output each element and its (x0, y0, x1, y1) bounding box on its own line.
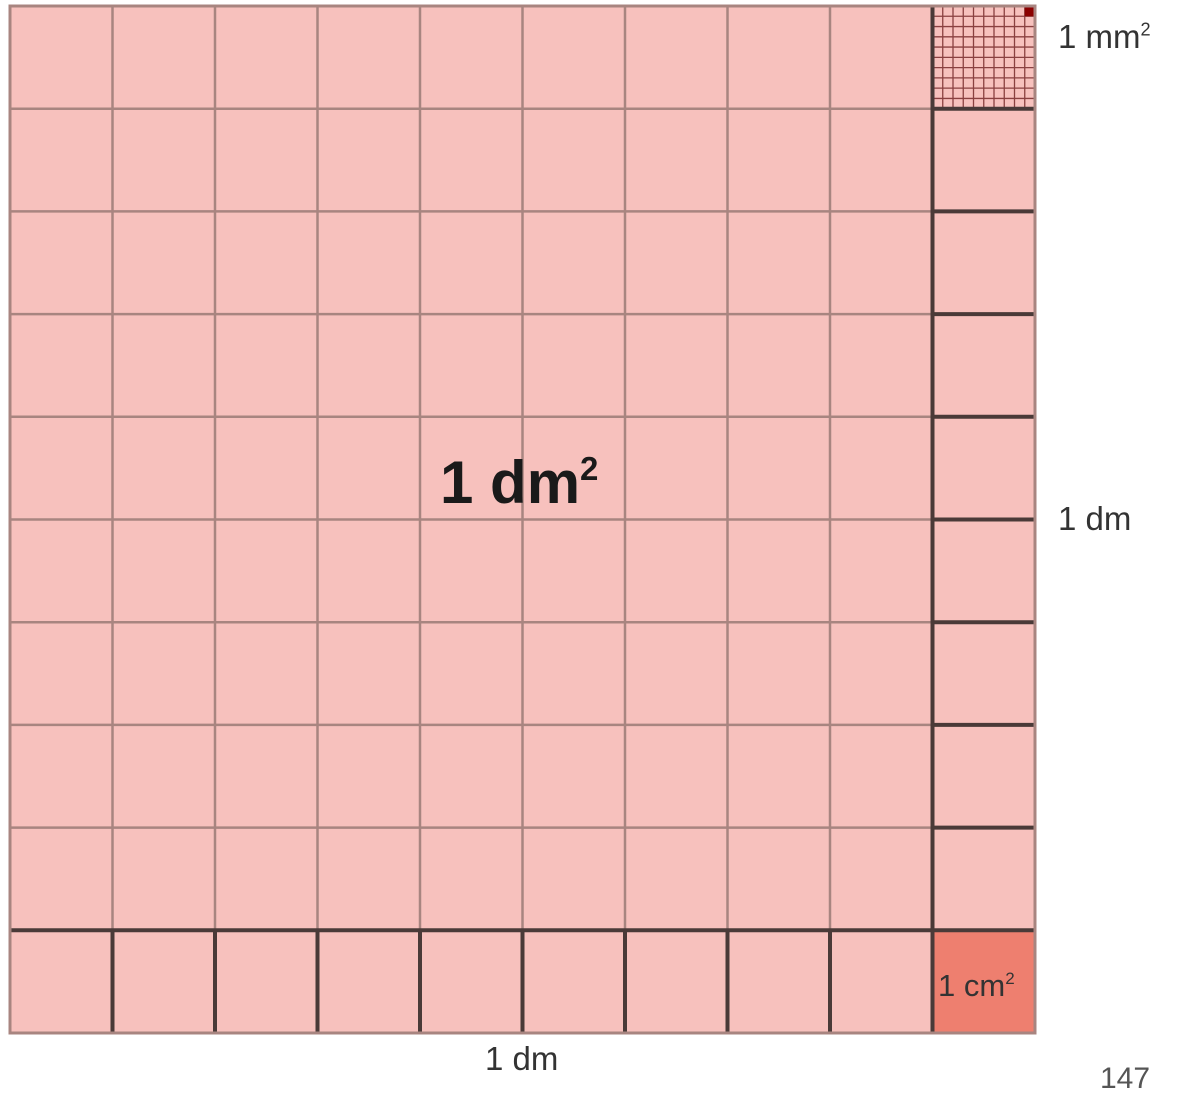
square-centimeter (933, 931, 1035, 1033)
page-number: 147 (1100, 1062, 1151, 1095)
bottom-length-label: 1 dm (485, 1040, 559, 1077)
center-area-label: 1 dm2 (440, 449, 599, 516)
highlighted-square-millimeter (1024, 6, 1035, 17)
side-length-label: 1 dm (1058, 500, 1132, 537)
square-centimeter-label: 1 cm2 (938, 968, 1015, 1003)
centimeter-strip-lines (10, 6, 1035, 1033)
square-millimeter-label: 1 mm2 (1058, 18, 1151, 55)
grid-lines (10, 6, 934, 932)
square-border (8, 4, 1037, 1035)
